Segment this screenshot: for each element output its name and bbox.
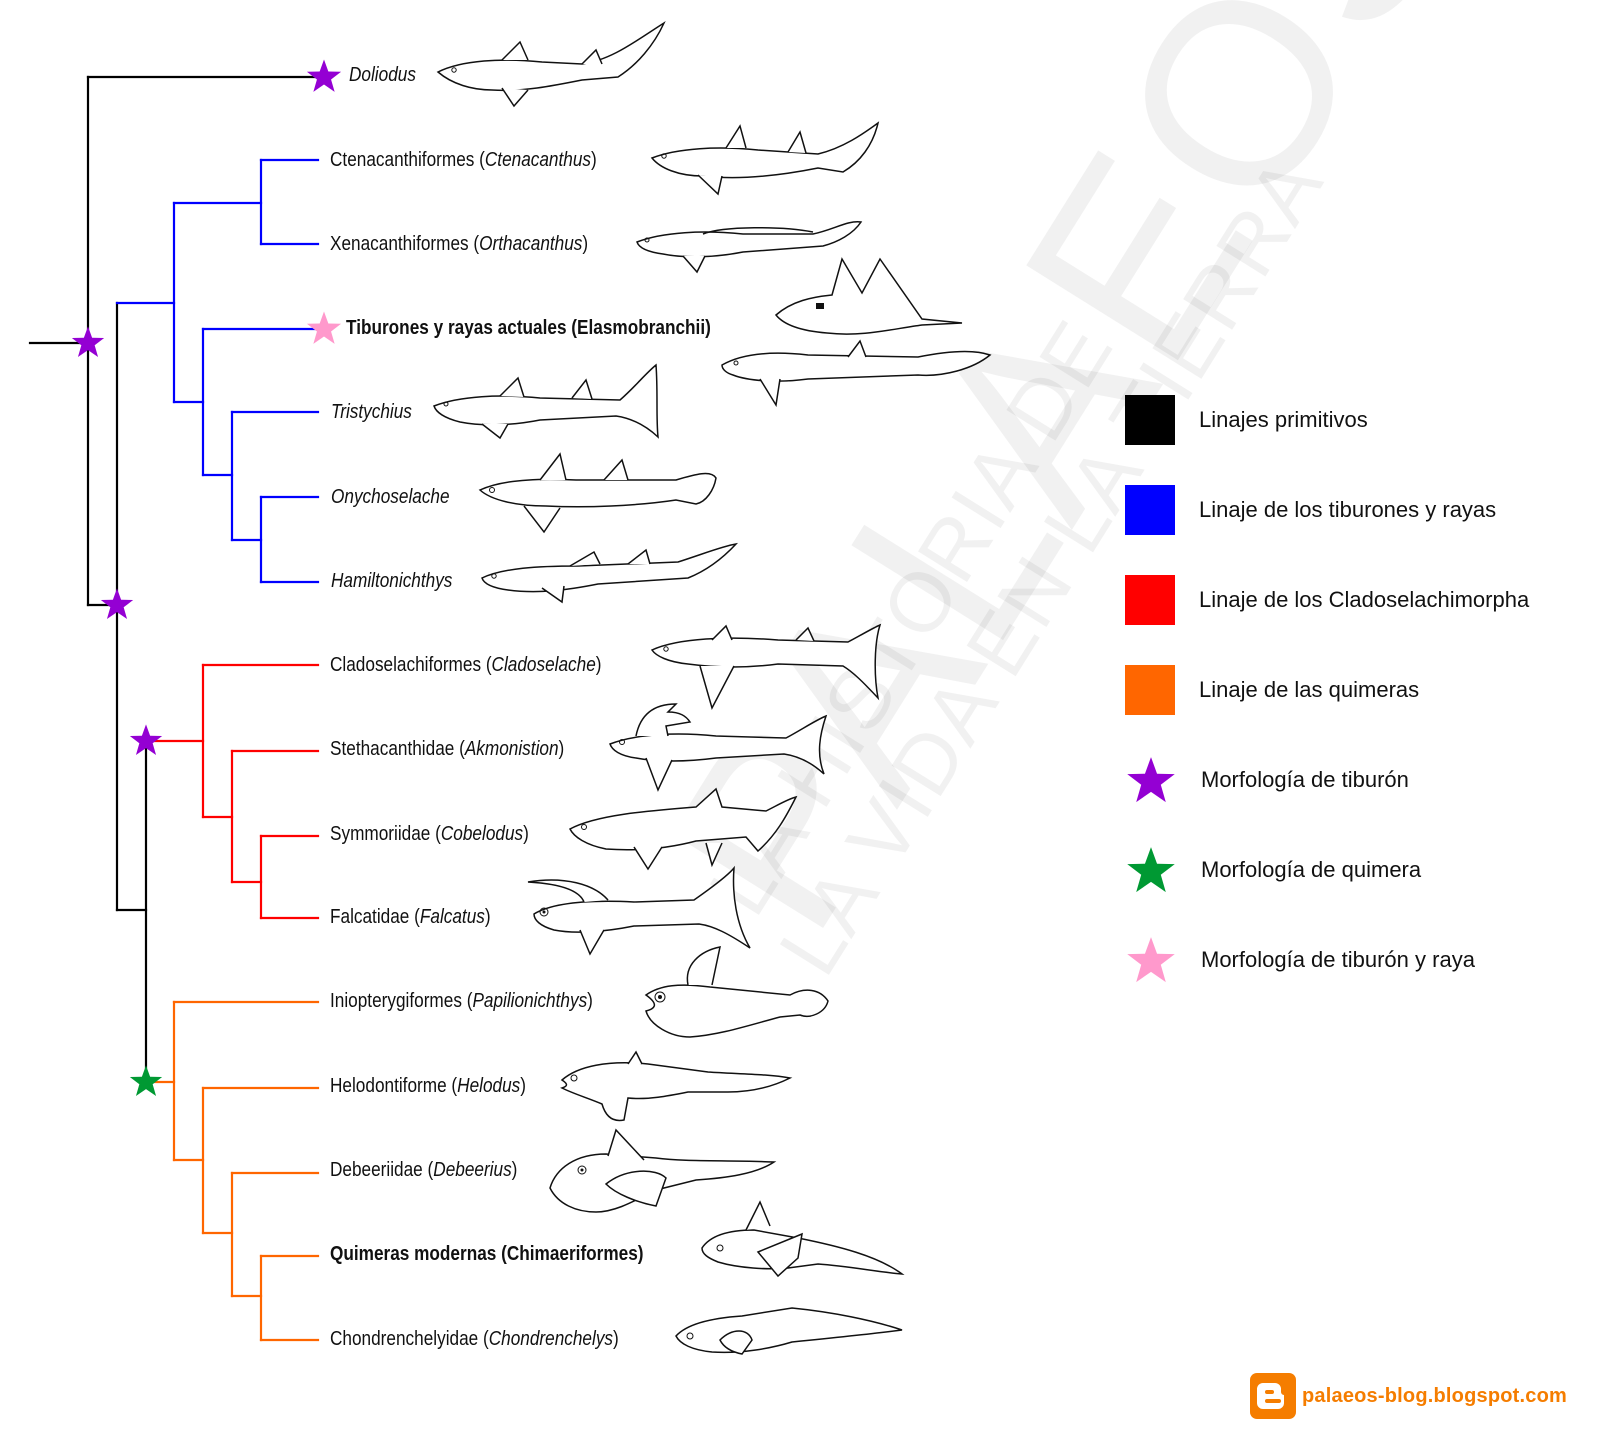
taxon-label-falcatidae: Falcatidae (Falcatus) xyxy=(330,906,491,928)
chimaera-morphology-star-icon xyxy=(129,1065,163,1097)
modern-shark-illustration xyxy=(721,339,992,408)
papilionichthys-chimaera-illustration xyxy=(644,946,829,1038)
blogger-icon xyxy=(1250,1373,1296,1419)
legend-swatch-red xyxy=(1125,575,1175,625)
taxon-label-symmoriidae: Symmoriidae (Cobelodus) xyxy=(330,823,529,845)
taxon-label-elasmobranchii: Tiburones y rayas actuales (Elasmobranch… xyxy=(346,317,711,339)
chimaeras-branches xyxy=(144,1000,320,1342)
blog-link[interactable]: palaeos-blog.blogspot.com xyxy=(1250,1373,1567,1419)
onychoselache-shark-illustration xyxy=(478,452,717,534)
legend-item-shark-morphology: Morfología de tiburón xyxy=(1125,755,1585,805)
legend-swatch-orange xyxy=(1125,665,1175,715)
legend-item-chimaeras: Linaje de las quimeras xyxy=(1125,665,1585,715)
legend-label: Linaje de las quimeras xyxy=(1199,677,1420,702)
taxon-label-hamiltonichthys: Hamiltonichthys xyxy=(331,570,453,592)
taxon-label-tristychius: Tristychius xyxy=(331,401,412,423)
legend-item-chimaera-morphology: Morfología de quimera xyxy=(1125,845,1585,895)
chondrenchelys-chimaera-illustration xyxy=(675,1307,903,1355)
legend-item-sharks-rays: Linaje de los tiburones y rayas xyxy=(1125,485,1585,535)
taxon-label-xenacanthiformes: Xenacanthiformes (Orthacanthus) xyxy=(330,233,589,255)
modern-chimaera-illustration xyxy=(701,1200,905,1278)
legend-label: Linaje de los Cladoselachimorpha xyxy=(1199,587,1530,612)
ctenacanthus-shark-illustration xyxy=(650,121,880,196)
blog-url[interactable]: palaeos-blog.blogspot.com xyxy=(1302,1384,1568,1407)
orthacanthus-shark-illustration xyxy=(636,221,863,274)
crown-shark-morphology-star-icon xyxy=(100,588,134,620)
cobelodus-shark-illustration xyxy=(569,787,798,871)
cladoselachimorpha-branches xyxy=(144,663,320,920)
akmonistion-shark-illustration xyxy=(609,703,828,792)
pink-star-icon xyxy=(1125,935,1177,985)
elasmobranchii-shark-ray-morphology-star-icon xyxy=(306,311,342,344)
taxon-label-iniopterygiformes: Iniopterygiformes (Papilionichthys) xyxy=(330,990,593,1012)
doliodus-shark-morphology-star-icon xyxy=(306,59,342,92)
taxon-label-chimaeriformes: Quimeras modernas (Chimaeriformes) xyxy=(330,1243,644,1265)
taxon-label-ctenacanthiformes: Ctenacanthiformes (Ctenacanthus) xyxy=(330,149,597,171)
falcatus-shark-illustration xyxy=(527,865,751,956)
root-shark-morphology-star-icon xyxy=(71,326,105,358)
legend-swatch-black xyxy=(1125,395,1175,445)
taxon-label-chondrenchelyidae: Chondrenchelyidae (Chondrenchelys) xyxy=(330,1328,619,1350)
tristychius-shark-illustration xyxy=(433,363,659,440)
legend-label: Morfología de tiburón xyxy=(1201,767,1409,792)
helodus-chimaera-illustration xyxy=(560,1050,793,1122)
taxon-label-doliodus: Doliodus xyxy=(349,64,416,86)
taxon-label-stethacanthidae: Stethacanthidae (Akmonistion) xyxy=(330,738,565,760)
legend-label: Morfología de tiburón y raya xyxy=(1201,947,1475,972)
hamiltonichthys-shark-illustration xyxy=(481,542,739,604)
green-star-icon xyxy=(1125,845,1177,895)
cladoselache-shark-illustration xyxy=(650,623,882,711)
taxon-label-helodontiforme: Helodontiforme (Helodus) xyxy=(330,1075,526,1097)
legend-item-shark-ray-morphology: Morfología de tiburón y raya xyxy=(1125,935,1585,985)
taxon-label-cladoselachiformes: Cladoselachiformes (Cladoselache) xyxy=(330,654,602,676)
legend-item-primitive: Linajes primitivos xyxy=(1125,395,1585,445)
taxon-label-onychoselache: Onychoselache xyxy=(331,486,450,508)
ray-illustration xyxy=(774,257,963,335)
doliodus-shark-illustration xyxy=(436,21,666,108)
cladoselachimorpha-shark-morphology-star-icon xyxy=(129,724,163,756)
legend-label: Morfología de quimera xyxy=(1201,857,1422,882)
taxon-label-debeeriidae: Debeeriidae (Debeerius) xyxy=(330,1159,518,1181)
legend-item-cladoselachimorpha: Linaje de los Cladoselachimorpha xyxy=(1125,575,1585,625)
debeerius-chimaera-illustration xyxy=(549,1128,777,1213)
purple-star-icon xyxy=(1125,755,1177,805)
legend-swatch-blue xyxy=(1125,485,1175,535)
legend-label: Linajes primitivos xyxy=(1199,407,1368,432)
sharks-rays-branches xyxy=(115,158,320,584)
legend-label: Linaje de los tiburones y rayas xyxy=(1199,497,1497,522)
